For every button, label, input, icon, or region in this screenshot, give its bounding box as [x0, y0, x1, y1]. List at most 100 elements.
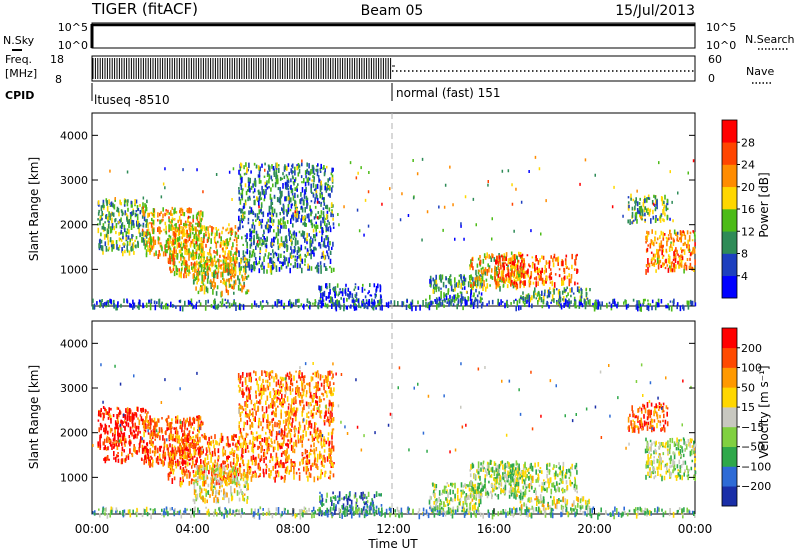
data-cells-region-5: [318, 491, 376, 518]
data-cells-region-9: [520, 495, 579, 511]
data-cells-region-9: [519, 496, 590, 513]
data-cells-region-11: [627, 196, 669, 224]
nave-tick-bottom: 0: [708, 72, 715, 85]
velocity-y-ticks: 1000 2000 3000 4000: [60, 337, 695, 484]
colorbar-tick-label: 4: [741, 270, 748, 283]
colorbar-segment: [722, 164, 737, 188]
nsky-scale-bottom: 10^0: [58, 39, 88, 52]
data-cells-region-10: [646, 437, 697, 481]
data-cells-region-9: [519, 286, 589, 304]
data-cells-region-10: [645, 229, 696, 273]
nsky-scale-top: 10^5: [58, 21, 88, 34]
data-cells-region-1: [143, 208, 204, 261]
data-cells-region-5: [318, 283, 382, 311]
velocity-data: [92, 362, 697, 520]
colorbar-segment: [722, 253, 737, 277]
time-axis: 00:00 04:00 08:00 12:00 16:00 20:00 00:00: [75, 508, 713, 536]
data-cells-region-11: [634, 194, 669, 224]
colorbar-segment: [722, 407, 737, 428]
power-colorbar: 28 24 20 16 12 8 4: [721, 119, 755, 299]
data-cells-region-1: [145, 415, 204, 468]
nsearch-scale-top: 10^5: [706, 21, 736, 34]
data-cells-region-11: [627, 403, 668, 433]
ytick-label: 2000: [60, 427, 88, 440]
data-cells-region-11: [632, 407, 658, 429]
colorbar-segment: [722, 347, 737, 368]
data-cells-region-9: [522, 495, 589, 512]
ytick-label: 4000: [60, 129, 88, 142]
data-cells-region-6: [428, 274, 483, 307]
freq-comb: [92, 58, 392, 79]
colorbar-tick-label: −200: [741, 480, 771, 493]
data-cells-region-8: [495, 462, 578, 493]
data-cells-region-2: [167, 226, 239, 280]
data-cells-region-5: [319, 283, 377, 312]
xtick-label: 00:00: [678, 522, 713, 536]
data-cells-region-2: [168, 225, 238, 279]
data-cells-region-3: [193, 464, 249, 504]
data-cells-region-2: [167, 226, 240, 279]
data-cells-region-4: [238, 162, 334, 274]
data-cells-region-3: [193, 464, 249, 504]
data-cells-region-4: [237, 370, 335, 481]
cpid-row: CPID ltuseq -8510 normal (fast) 151: [5, 83, 500, 107]
xtick-label: 20:00: [577, 522, 612, 536]
ytick-label: 4000: [60, 337, 88, 350]
colorbar-tick-label: 20: [741, 181, 755, 194]
data-cells-region-12: [92, 298, 692, 312]
ytick-label: 2000: [60, 219, 88, 232]
data-cells-region-8: [495, 461, 578, 496]
colorbar-segment: [722, 486, 737, 507]
data-cells-region-3: [192, 464, 249, 505]
freq-tick-top: 18: [50, 53, 64, 66]
power-data: [92, 155, 697, 312]
colorbar-tick-label: 8: [741, 248, 748, 261]
data-cells-region-6: [428, 481, 483, 516]
data-cells-region-4: [237, 370, 335, 482]
colorbar-tick-label: 24: [741, 159, 755, 172]
nave-label: Nave: [746, 65, 774, 78]
data-cells-region-4: [237, 162, 335, 274]
data-cells-region-3: [192, 256, 250, 298]
data-cells-region-0: [97, 198, 149, 257]
colorbar-tick-label: 50: [741, 381, 755, 394]
data-cells-region-8: [495, 461, 578, 496]
data-cells-region-12: [93, 506, 690, 520]
colorbar-tick-label: 100: [741, 362, 762, 375]
colorbar-tick-label: −50: [741, 441, 764, 454]
velocity-ylabel: Slant Range [km]: [27, 365, 41, 469]
freq-comb-lines: [92, 58, 392, 79]
data-cells-region-8: [494, 253, 577, 287]
data-cells-region-10: [647, 439, 697, 480]
cpid-label: CPID: [5, 89, 34, 102]
data-cells-region-10: [645, 230, 696, 275]
ytick-label: 3000: [60, 382, 88, 395]
data-cells-region-8: [528, 475, 534, 489]
ytick-label: 1000: [60, 263, 88, 276]
data-cells-region-0: [97, 406, 149, 465]
ytick-label: 3000: [60, 174, 88, 187]
colorbar-segment: [722, 275, 737, 299]
data-cells-region-7: [469, 460, 526, 500]
colorbar-segment: [722, 387, 737, 408]
freq-unit: [MHz]: [5, 67, 37, 80]
colorbar-segment: [722, 186, 737, 210]
colorbar-frame: [721, 327, 738, 507]
station-title: TIGER (fitACF): [91, 0, 198, 18]
xtick-label: 12:00: [376, 522, 411, 536]
beam-title: Beam 05: [361, 3, 424, 19]
data-cells-region-7: [469, 251, 525, 288]
power-ylabel: Slant Range [km]: [27, 157, 41, 261]
nsearch-scale-bottom: 10^0: [706, 39, 736, 52]
data-cells-region-0: [97, 199, 148, 252]
data-cells-region-3: [192, 256, 250, 297]
velocity-colorbar: 200 100 50 15 −15 −50 −100 −200: [721, 327, 771, 507]
freq-tick-bottom: 8: [55, 73, 62, 86]
freq-panel: Freq. [MHz] 18 8 60 0 Nave: [5, 53, 774, 86]
xtick-label: 08:00: [276, 522, 311, 536]
colorbar-segment: [722, 209, 737, 232]
data-cells-region-6: [429, 276, 483, 307]
xtick-label: 04:00: [175, 522, 210, 536]
data-cells-region-10: [645, 437, 696, 481]
nsearch-label: N.Search: [745, 33, 795, 46]
